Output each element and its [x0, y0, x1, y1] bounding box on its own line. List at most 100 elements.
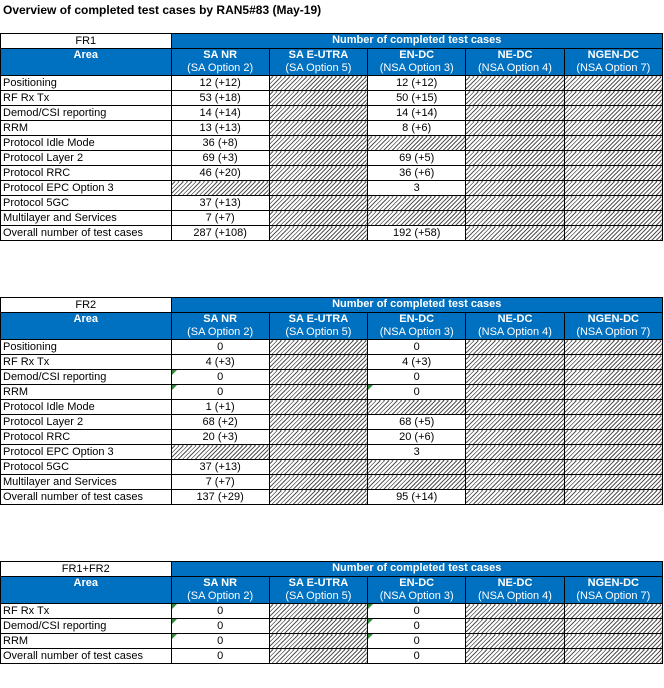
table-row: Overall number of test cases 0 0	[0, 648, 664, 664]
column-name: EN-DC	[399, 49, 435, 62]
not-applicable-cell	[563, 459, 664, 475]
not-applicable-cell	[563, 75, 664, 91]
table-row: Protocol 5GC 37 (+13)	[0, 195, 664, 211]
not-applicable-cell	[170, 180, 270, 196]
value-cell: 36 (+6)	[367, 165, 467, 181]
column-subtitle: (NSA Option 4)	[477, 62, 552, 74]
table-row: Protocol Layer 2 68 (+2) 68 (+5)	[0, 414, 664, 430]
number-completed-header: Number of completed test cases	[170, 33, 663, 49]
frequency-range-label: FR1+FR2	[0, 561, 172, 577]
value-cell: 14 (+14)	[170, 105, 270, 121]
value-cell: 7 (+7)	[170, 210, 270, 226]
column-name: SA NR	[203, 313, 238, 326]
value-cell: 0	[170, 384, 270, 400]
value-cell: 68 (+2)	[170, 414, 270, 430]
not-applicable-cell	[563, 135, 664, 151]
area-label: RF Rx Tx	[0, 603, 172, 619]
not-applicable-cell	[268, 180, 369, 196]
not-applicable-cell	[563, 474, 664, 490]
not-applicable-cell	[268, 75, 369, 91]
not-applicable-cell	[268, 369, 369, 385]
area-label: Multilayer and Services	[0, 474, 172, 490]
not-applicable-cell	[465, 90, 565, 106]
not-applicable-cell	[563, 150, 664, 166]
table-row: RRM 0 0	[0, 633, 664, 649]
value-cell: 3	[367, 180, 467, 196]
column-subtitle: (SA Option 5)	[285, 590, 352, 602]
column-name: NE-DC	[497, 49, 533, 62]
value-cell: 0	[170, 603, 270, 619]
not-applicable-cell	[465, 618, 565, 634]
column-subtitle: (NSA Option 7)	[576, 62, 651, 74]
summary-table-2: FR2 Number of completed test cases Area SA …	[0, 297, 664, 505]
not-applicable-cell	[268, 384, 369, 400]
area-label: Overall number of test cases	[0, 489, 172, 505]
column-name: EN-DC	[399, 313, 435, 326]
summary-table-1: FR1 Number of completed test cases Area SA …	[0, 33, 664, 241]
area-label: Demod/CSI reporting	[0, 369, 172, 385]
area-label: Multilayer and Services	[0, 210, 172, 226]
column-subtitle: (NSA Option 7)	[576, 590, 651, 602]
area-label: Protocol Idle Mode	[0, 135, 172, 151]
table-row: RF Rx Tx 0 0	[0, 603, 664, 619]
not-applicable-cell	[563, 648, 664, 664]
value-cell: 137 (+29)	[170, 489, 270, 505]
value-cell: 20 (+3)	[170, 429, 270, 445]
not-applicable-cell	[268, 120, 369, 136]
not-applicable-cell	[268, 339, 369, 355]
value-cell: 46 (+20)	[170, 165, 270, 181]
not-applicable-cell	[465, 225, 565, 241]
area-label: RRM	[0, 384, 172, 400]
not-applicable-cell	[367, 135, 467, 151]
column-name: SA E-UTRA	[288, 577, 349, 590]
column-header: EN-DC (NSA Option 3)	[367, 576, 467, 604]
not-applicable-cell	[563, 384, 664, 400]
column-subtitle: (NSA Option 3)	[379, 590, 454, 602]
column-name: SA E-UTRA	[288, 49, 349, 62]
not-applicable-cell	[367, 474, 467, 490]
not-applicable-cell	[465, 369, 565, 385]
area-label: Overall number of test cases	[0, 648, 172, 664]
area-label: Protocol Layer 2	[0, 150, 172, 166]
value-cell: 12 (+12)	[367, 75, 467, 91]
not-applicable-cell	[268, 648, 369, 664]
not-applicable-cell	[268, 90, 369, 106]
not-applicable-cell	[465, 648, 565, 664]
not-applicable-cell	[465, 444, 565, 460]
area-label: RF Rx Tx	[0, 354, 172, 370]
area-label: Protocol 5GC	[0, 459, 172, 475]
not-applicable-cell	[268, 105, 369, 121]
not-applicable-cell	[367, 210, 467, 226]
not-applicable-cell	[268, 489, 369, 505]
column-name: NE-DC	[497, 577, 533, 590]
not-applicable-cell	[268, 165, 369, 181]
table-row: Protocol RRC 46 (+20) 36 (+6)	[0, 165, 664, 181]
value-cell: 69 (+5)	[367, 150, 467, 166]
not-applicable-cell	[465, 414, 565, 430]
column-name: NE-DC	[497, 313, 533, 326]
value-cell: 8 (+6)	[367, 120, 467, 136]
value-cell: 20 (+6)	[367, 429, 467, 445]
not-applicable-cell	[563, 369, 664, 385]
area-label: Protocol Idle Mode	[0, 399, 172, 415]
table-row: RF Rx Tx 4 (+3) 4 (+3)	[0, 354, 664, 370]
not-applicable-cell	[367, 195, 467, 211]
not-applicable-cell	[268, 633, 369, 649]
column-header: SA NR (SA Option 2)	[170, 576, 270, 604]
column-header: NGEN-DC (NSA Option 7)	[563, 576, 664, 604]
not-applicable-cell	[465, 165, 565, 181]
value-cell: 0	[367, 369, 467, 385]
not-applicable-cell	[563, 489, 664, 505]
column-header: EN-DC (NSA Option 3)	[367, 312, 467, 340]
area-label: Demod/CSI reporting	[0, 105, 172, 121]
not-applicable-cell	[465, 180, 565, 196]
column-header: SA E-UTRA (SA Option 5)	[268, 576, 369, 604]
not-applicable-cell	[268, 195, 369, 211]
not-applicable-cell	[563, 120, 664, 136]
value-cell: 50 (+15)	[367, 90, 467, 106]
column-subtitle: (NSA Option 4)	[477, 590, 552, 602]
not-applicable-cell	[465, 474, 565, 490]
value-cell: 192 (+58)	[367, 225, 467, 241]
column-header: NE-DC (NSA Option 4)	[465, 312, 565, 340]
value-cell: 3	[367, 444, 467, 460]
